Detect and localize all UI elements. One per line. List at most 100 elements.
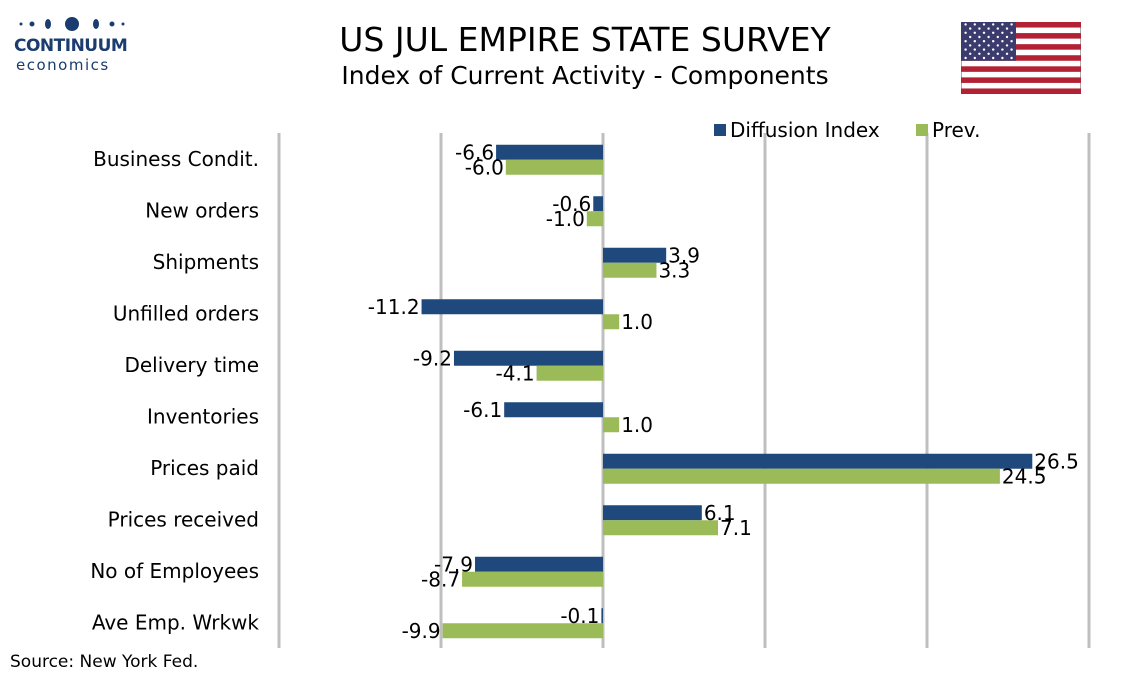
category-label: Unfilled orders — [113, 301, 259, 325]
flag-star — [964, 40, 967, 43]
flag-star — [992, 31, 995, 34]
flag-star — [978, 27, 981, 30]
flag-star — [982, 40, 986, 43]
flag-star — [969, 44, 972, 47]
category-label: No of Employees — [90, 559, 259, 583]
flag-star — [973, 48, 976, 51]
data-label: 24.5 — [1002, 464, 1047, 488]
data-label: 3.3 — [658, 258, 690, 282]
bar-diffusion — [603, 505, 702, 521]
flag-star — [1005, 27, 1009, 30]
flag-star — [1001, 23, 1004, 26]
data-label: 1.0 — [621, 310, 653, 334]
flag-star — [987, 52, 990, 55]
data-label: -6.0 — [465, 155, 504, 179]
data-label: -7.9 — [434, 552, 473, 576]
data-label: -6.6 — [455, 140, 494, 164]
legend-label: Prev. — [932, 118, 980, 142]
flag-star — [973, 23, 976, 26]
bar-diffusion — [603, 247, 667, 263]
logo-subtitle: economics — [16, 56, 110, 74]
flag-star — [969, 27, 972, 30]
flag-star — [992, 48, 995, 51]
flag-star — [964, 31, 967, 34]
data-label: 7.1 — [720, 516, 752, 540]
flag-star — [969, 52, 972, 55]
flag-star — [982, 23, 986, 26]
flag-star — [1010, 31, 1013, 34]
bar-prev — [586, 211, 603, 227]
bar-diffusion — [421, 299, 603, 315]
flag-star — [996, 44, 999, 47]
flag-star — [973, 40, 976, 43]
flag-star — [992, 40, 995, 43]
bar-prev — [603, 468, 1000, 484]
data-label: -9.2 — [413, 346, 452, 370]
flag-star — [1001, 56, 1004, 60]
chart-subtitle: Index of Current Activity - Components — [341, 61, 829, 90]
flag-star — [1005, 35, 1009, 39]
bar-prev — [536, 365, 603, 381]
bar-diffusion — [504, 402, 603, 418]
data-label: -6.1 — [463, 398, 502, 422]
category-label: Delivery time — [124, 353, 259, 377]
flag-star — [1001, 40, 1004, 43]
flag-star — [1001, 48, 1004, 51]
flag-star — [978, 35, 981, 39]
flag-star — [996, 52, 999, 55]
bar-prev — [603, 520, 719, 536]
legend-swatch — [916, 124, 928, 136]
flag-star — [978, 44, 981, 47]
data-label: 26.5 — [1034, 449, 1079, 473]
us-flag-icon — [961, 22, 1081, 94]
data-label: 1.0 — [621, 413, 653, 437]
data-label: -0.6 — [552, 192, 591, 216]
bar-diffusion — [603, 453, 1033, 469]
flag-star — [987, 44, 990, 47]
logo-dots-icon — [19, 17, 125, 31]
data-label: -1.0 — [546, 207, 585, 231]
flag-star — [1010, 23, 1013, 26]
flag-star — [969, 35, 972, 39]
legend-label: Diffusion Index — [730, 118, 880, 142]
flag-star — [992, 23, 995, 26]
bar-prev — [603, 417, 620, 433]
source-note: Source: New York Fed. — [10, 652, 199, 672]
flag-star — [1010, 56, 1013, 60]
bar-diffusion — [475, 556, 603, 572]
flag-star — [982, 31, 986, 34]
flag-star — [964, 56, 967, 60]
continuum-logo: CONTINUUM economics — [14, 14, 134, 74]
flag-star — [987, 35, 990, 39]
flag-star — [978, 52, 981, 55]
bar-prev — [603, 262, 657, 278]
category-label: Prices paid — [150, 456, 259, 480]
bar-prev — [442, 623, 603, 639]
legend-swatch — [714, 124, 726, 136]
flag-star — [1005, 44, 1009, 47]
data-label: 3.9 — [668, 243, 700, 267]
flag-star — [1010, 48, 1013, 51]
flag-star — [982, 48, 986, 51]
category-label: Inventories — [147, 404, 259, 428]
category-label: Prices received — [108, 507, 259, 531]
bar-prev — [603, 314, 620, 330]
bar-diffusion — [601, 608, 603, 624]
bar-diffusion — [593, 196, 603, 212]
flag-star — [1001, 31, 1004, 34]
chart-title: US JUL EMPIRE STATE SURVEY — [339, 20, 831, 59]
data-label: -8.7 — [421, 567, 460, 591]
bar-diffusion — [496, 144, 603, 160]
data-label: -11.2 — [368, 295, 420, 319]
category-label: Business Condit. — [93, 147, 259, 171]
flag-star — [992, 56, 995, 60]
bar-prev — [505, 159, 603, 175]
category-label: Shipments — [153, 250, 259, 274]
flag-star — [1005, 52, 1009, 55]
logo-name: CONTINUUM — [14, 36, 128, 56]
flag-star — [987, 27, 990, 30]
category-label: Ave Emp. Wrkwk — [92, 610, 260, 634]
data-label: -4.1 — [496, 361, 535, 385]
flag-star — [982, 56, 986, 60]
